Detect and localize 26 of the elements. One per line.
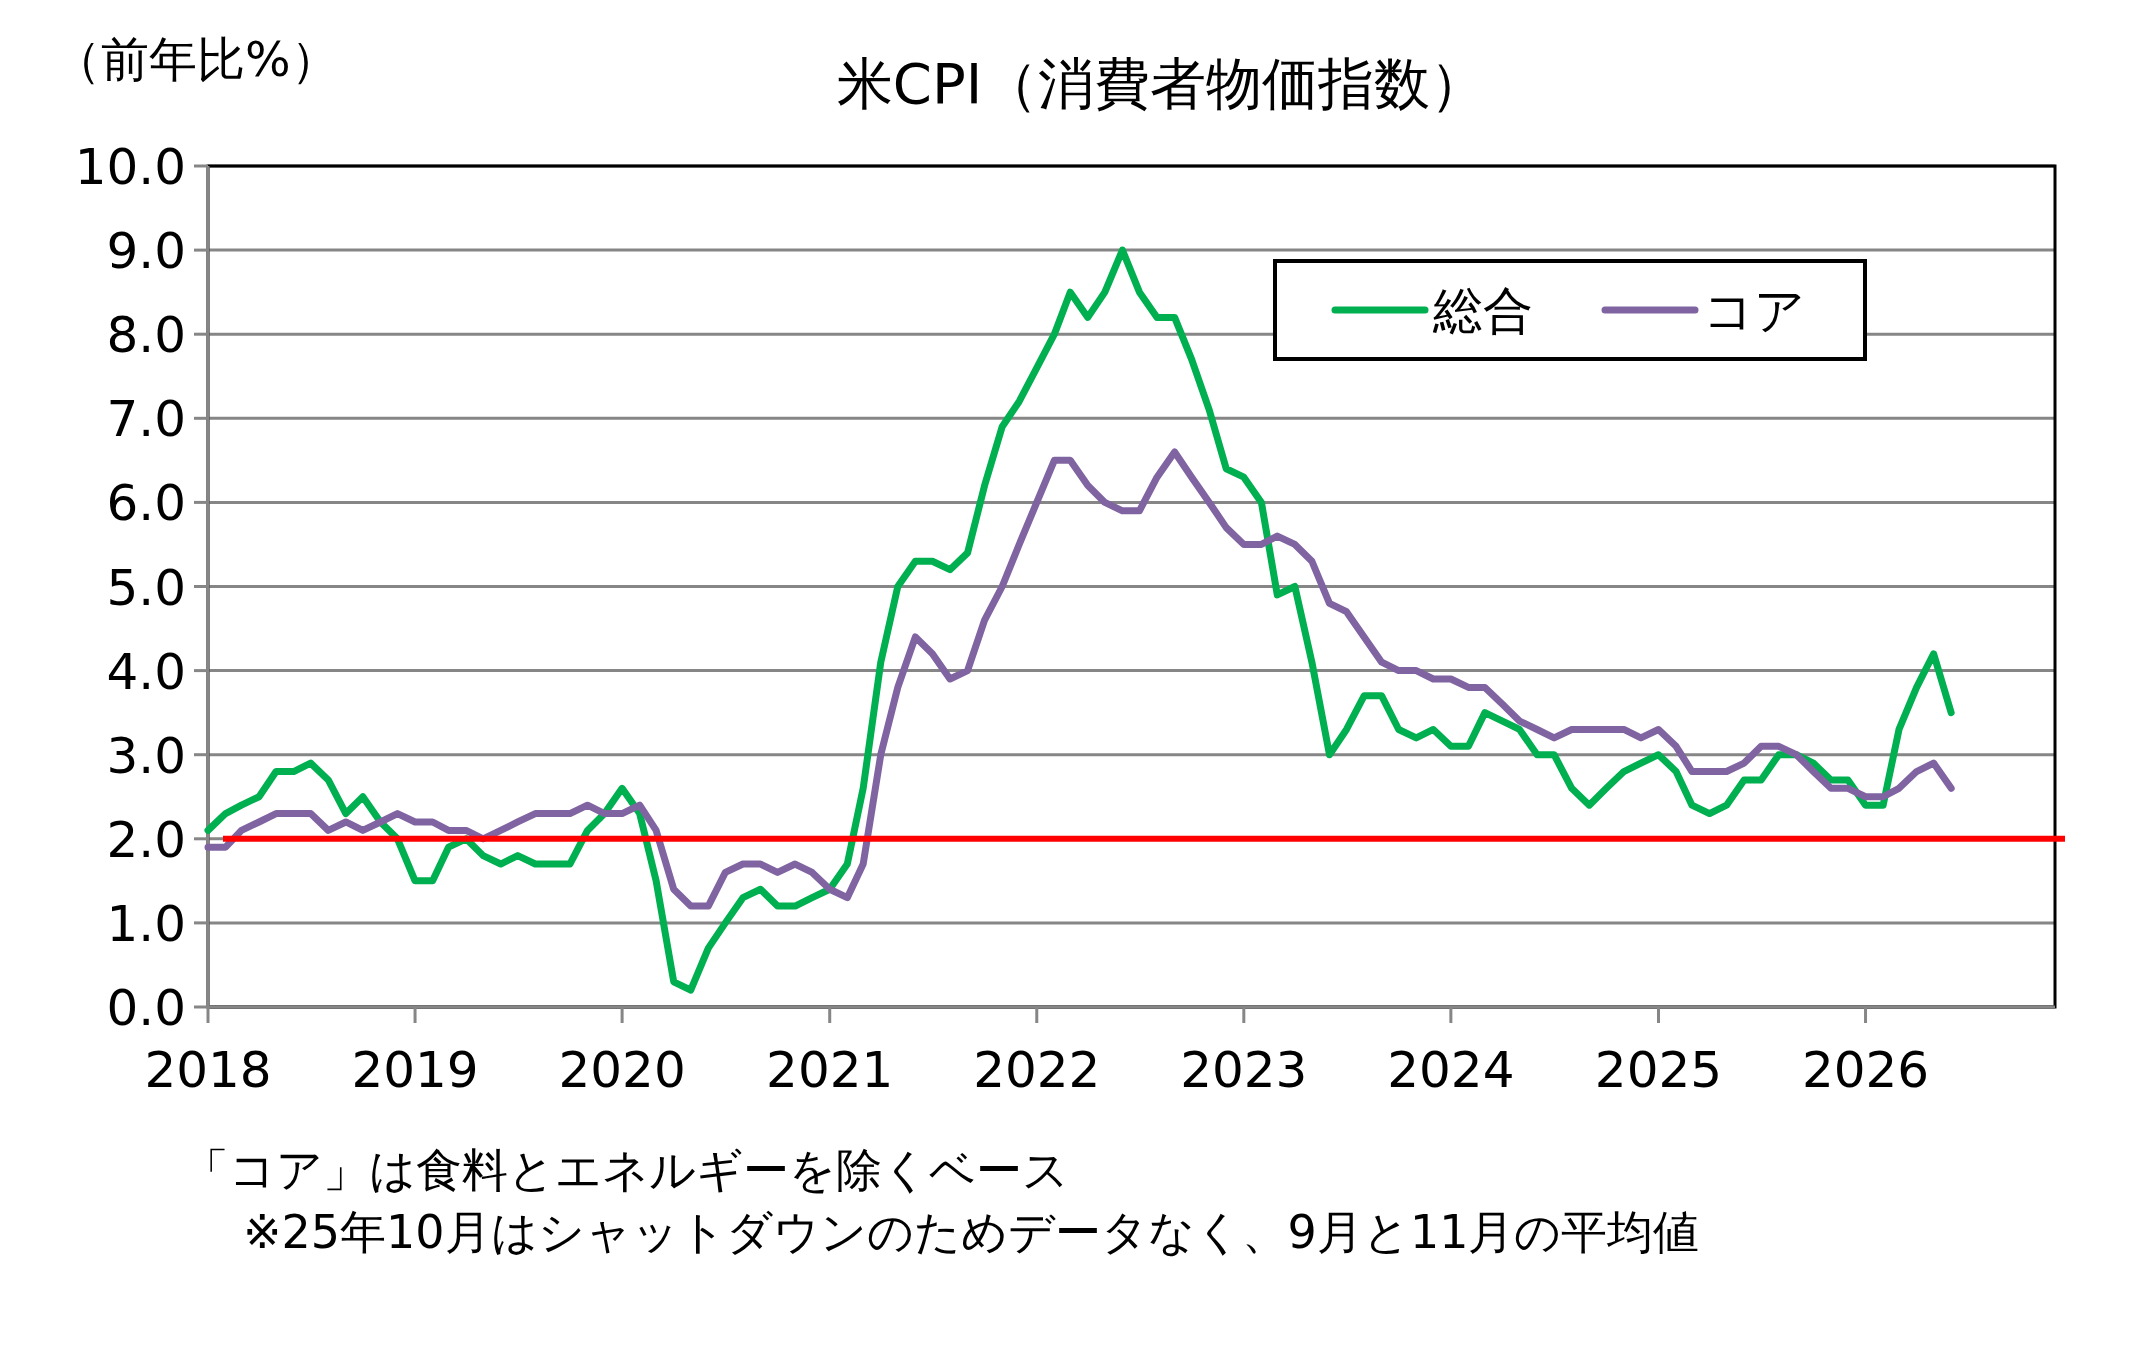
y-tick-label: 4.0 [106,642,186,701]
y-tick-label: 10.0 [74,138,186,196]
legend-label: コア [1703,282,1805,340]
y-axis-title: （前年比%） [53,31,339,87]
x-tick-label: 2019 [351,1041,479,1099]
y-tick-label: 6.0 [106,474,186,533]
x-tick-label: 2025 [1594,1041,1723,1099]
y-tick-label: 3.0 [106,726,186,785]
x-tick-label: 2024 [1387,1041,1515,1099]
x-tick-label: 2026 [1801,1041,1930,1099]
x-tick-label: 2020 [558,1041,686,1099]
y-tick-label: 0.0 [106,979,186,1037]
text: 「コア」は食料とエネルギーを除くベース [183,1143,1069,1197]
y-tick-label: 8.0 [106,306,186,365]
chart-title: 米CPI（消費者物価指数） [836,51,1487,116]
y-tick-label: 5.0 [106,558,186,617]
x-tick-label: 2023 [1180,1041,1308,1099]
y-tick-label: 9.0 [106,222,186,281]
x-tick-label: 2021 [766,1041,894,1099]
x-tick-label: 2022 [973,1041,1101,1099]
x-tick-label: 2018 [144,1041,272,1099]
text: ※25年10月はシャットダウンのためデータなく、9月と11月の平均値 [243,1205,1700,1259]
y-tick-label: 7.0 [106,390,186,449]
y-tick-label: 1.0 [106,894,186,953]
legend-label: 総合 [1432,282,1533,340]
y-tick-label: 2.0 [106,810,186,869]
